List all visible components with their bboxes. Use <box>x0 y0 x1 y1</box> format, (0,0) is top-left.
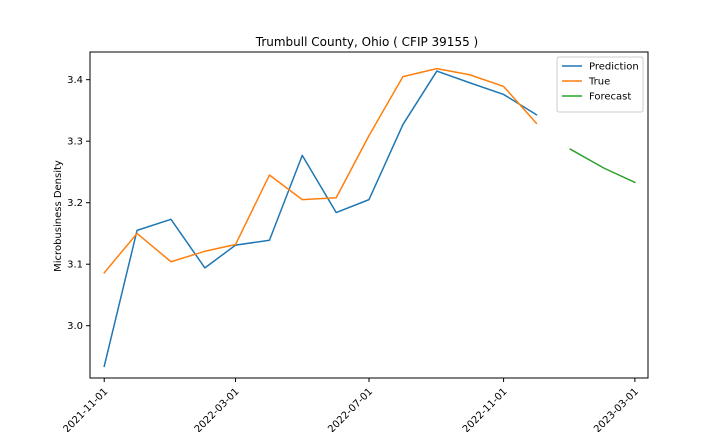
series-line-forecast <box>569 148 636 184</box>
y-tick-label: 3.2 <box>67 198 83 209</box>
x-tick-label: 2021-11-01 <box>61 386 110 432</box>
plot-series <box>103 67 636 368</box>
y-tick-label: 3.1 <box>67 260 83 271</box>
legend-label-true: True <box>588 77 610 88</box>
plot-area-frame <box>89 51 649 379</box>
x-tick-label: 2023-03-01 <box>592 386 641 432</box>
y-tick-label: 3.3 <box>67 137 83 148</box>
x-axis-ticks: 2021-11-01 2022-03-01 2022-07-01 2022-11-01… <box>61 378 641 432</box>
series-line-prediction <box>103 70 538 368</box>
legend-label-forecast: Forecast <box>589 92 631 103</box>
y-axis-ticks: 3.0 3.1 3.2 3.3 3.4 <box>67 75 90 332</box>
y-axis-label: Microbusiness Density <box>53 160 64 272</box>
legend: Prediction True Forecast <box>556 56 644 113</box>
series-line-true <box>103 67 538 274</box>
x-tick-label: 2022-07-01 <box>326 386 375 432</box>
x-tick-label: 2022-03-01 <box>193 386 242 432</box>
chart-title: Trumbull County, Ohio ( CFIP 39155 ) <box>255 35 478 49</box>
x-tick-label: 2022-11-01 <box>461 386 510 432</box>
legend-label-prediction: Prediction <box>589 62 639 73</box>
y-tick-label: 3.0 <box>67 321 83 332</box>
legend-box <box>556 56 644 113</box>
y-tick-label: 3.4 <box>67 75 83 86</box>
